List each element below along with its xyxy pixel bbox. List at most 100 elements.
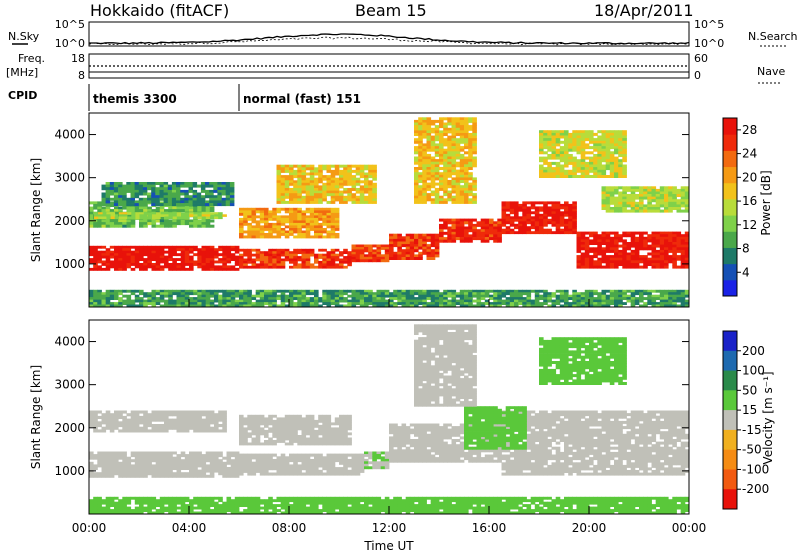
heatmap-cell	[668, 260, 673, 264]
heatmap-cell	[530, 231, 536, 235]
heatmap-cell	[618, 234, 623, 238]
heatmap-cell	[355, 247, 361, 250]
heatmap-cell	[213, 197, 218, 201]
heatmap-cell	[280, 195, 286, 199]
heatmap-cell	[518, 223, 523, 227]
heatmap-cell	[209, 265, 215, 269]
heatmap-cell	[539, 294, 544, 298]
heatmap-cell	[301, 456, 307, 460]
heatmap-cell	[609, 255, 615, 259]
heatmap-cell	[589, 263, 594, 266]
heatmap-cell	[264, 292, 269, 296]
heatmap-cell	[297, 299, 302, 303]
heatmap-cell	[151, 289, 157, 293]
heatmap-cell	[181, 216, 186, 220]
heatmap-cell	[347, 180, 352, 184]
heatmap-cell	[668, 257, 673, 261]
heatmap-cell	[551, 299, 557, 303]
heatmap-cell	[347, 453, 352, 457]
heatmap-cell	[359, 249, 365, 253]
heatmap-cell	[114, 304, 119, 307]
heatmap-cell	[221, 197, 227, 201]
heatmap-cell	[543, 167, 548, 171]
heatmap-cell	[468, 185, 473, 189]
heatmap-cell	[330, 230, 336, 234]
heatmap-cell	[609, 207, 615, 210]
heatmap-cell	[543, 213, 548, 217]
heatmap-cell	[580, 169, 586, 173]
heatmap-cell	[205, 263, 211, 266]
heatmap-cell	[293, 164, 298, 168]
heatmap-cell	[181, 212, 186, 215]
heatmap-cell	[226, 267, 232, 271]
heatmap-cell	[176, 184, 181, 188]
heatmap-cell	[659, 191, 665, 195]
heatmap-cell	[359, 453, 365, 457]
heatmap-cell	[409, 292, 415, 296]
heatmap-cell	[222, 304, 227, 307]
heatmap-cell	[289, 456, 294, 460]
heatmap-cell	[251, 302, 257, 305]
heatmap-cell	[505, 289, 511, 293]
heatmap-cell	[109, 459, 115, 463]
heatmap-cell	[93, 467, 98, 470]
heatmap-cell	[118, 456, 123, 460]
heatmap-cell	[405, 233, 411, 237]
heatmap-cell	[205, 474, 211, 478]
heatmap-cell	[372, 164, 377, 168]
heatmap-cell	[118, 214, 124, 217]
heatmap-cell	[589, 169, 594, 173]
heatmap-cell	[326, 193, 332, 197]
heatmap-cell	[205, 248, 211, 252]
heatmap-cell	[422, 119, 427, 123]
heatmap-cell	[93, 289, 98, 293]
heatmap-cell	[280, 265, 286, 269]
heatmap-cell	[359, 193, 365, 197]
heatmap-cell	[359, 456, 365, 460]
heatmap-cell	[547, 138, 552, 142]
heatmap-cell	[393, 236, 398, 240]
heatmap-cell	[497, 292, 502, 296]
cpid-program-label: themis 3300	[93, 92, 177, 106]
heatmap-cell	[580, 255, 586, 259]
heatmap-cell	[314, 200, 319, 204]
heatmap-cell	[597, 249, 602, 253]
heatmap-cell	[126, 189, 131, 193]
heatmap-cell	[655, 242, 661, 245]
heatmap-cell	[109, 297, 115, 300]
heatmap-cell	[305, 207, 311, 211]
heatmap-cell	[430, 156, 436, 160]
heatmap-cell	[414, 174, 419, 178]
heatmap-cell	[101, 253, 107, 257]
heatmap-cell	[322, 265, 327, 269]
heatmap-cell	[634, 207, 640, 210]
heatmap-cell	[447, 148, 452, 152]
heatmap-cell	[89, 211, 94, 215]
heatmap-cell	[105, 184, 111, 188]
cpid-program-label: normal (fast) 151	[243, 92, 361, 106]
heatmap-cell	[422, 148, 427, 152]
heatmap-cell	[543, 221, 548, 225]
heatmap-cell	[639, 257, 644, 261]
heatmap-cell	[430, 244, 436, 248]
heatmap-cell	[259, 302, 265, 305]
heatmap-cell	[447, 304, 452, 307]
heatmap-cell	[368, 167, 373, 171]
heatmap-cell	[559, 140, 565, 144]
heatmap-cell	[614, 138, 619, 142]
heatmap-cell	[614, 263, 619, 266]
heatmap-cell	[314, 256, 319, 259]
heatmap-cell	[197, 461, 202, 465]
heatmap-cell	[168, 255, 173, 259]
heatmap-cell	[680, 257, 686, 261]
heatmap-cell	[251, 456, 257, 460]
heatmap-cell	[434, 135, 440, 139]
heatmap-cell	[155, 302, 161, 305]
heatmap-cell	[226, 456, 232, 460]
heatmap-cell	[201, 245, 207, 249]
heatmap-cell	[647, 191, 652, 195]
heatmap-cell	[209, 469, 215, 473]
heatmap-cell	[447, 195, 452, 199]
heatmap-cell	[272, 265, 277, 269]
heatmap-cell	[126, 248, 132, 252]
